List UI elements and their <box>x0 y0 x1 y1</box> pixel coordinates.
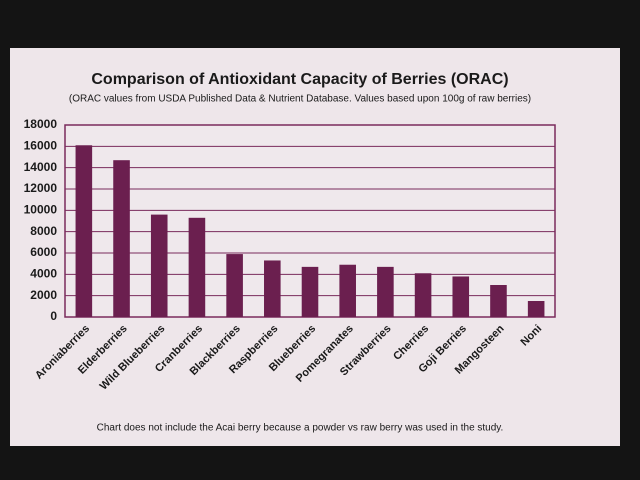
chart-subtitle: (ORAC values from USDA Published Data & … <box>69 94 531 105</box>
annotation: Chart does not include the Acai berry be… <box>97 423 504 434</box>
bar <box>527 301 545 317</box>
y-tick-label: 8000 <box>30 224 57 238</box>
y-tick-label: 0 <box>50 309 57 323</box>
y-tick-label: 10000 <box>24 203 58 217</box>
chart-title: Comparison of Antioxidant Capacity of Be… <box>91 71 508 88</box>
y-tick-label: 4000 <box>30 267 57 281</box>
bar <box>264 260 281 317</box>
y-tick-label: 6000 <box>30 245 57 259</box>
bar <box>301 266 319 317</box>
y-tick-label: 2000 <box>30 288 57 302</box>
y-tick-label: 16000 <box>24 139 58 153</box>
bar <box>377 266 394 317</box>
y-tick-label: 14000 <box>24 160 58 174</box>
y-tick-label: 18000 <box>24 117 58 131</box>
bar <box>490 285 507 317</box>
bar <box>452 276 470 317</box>
y-tick-label: 12000 <box>24 181 58 195</box>
bar <box>75 145 93 317</box>
bar <box>150 214 168 317</box>
bar <box>188 217 206 317</box>
bar <box>414 273 432 317</box>
bar <box>226 254 243 317</box>
bar <box>113 160 130 317</box>
bar <box>339 264 356 317</box>
